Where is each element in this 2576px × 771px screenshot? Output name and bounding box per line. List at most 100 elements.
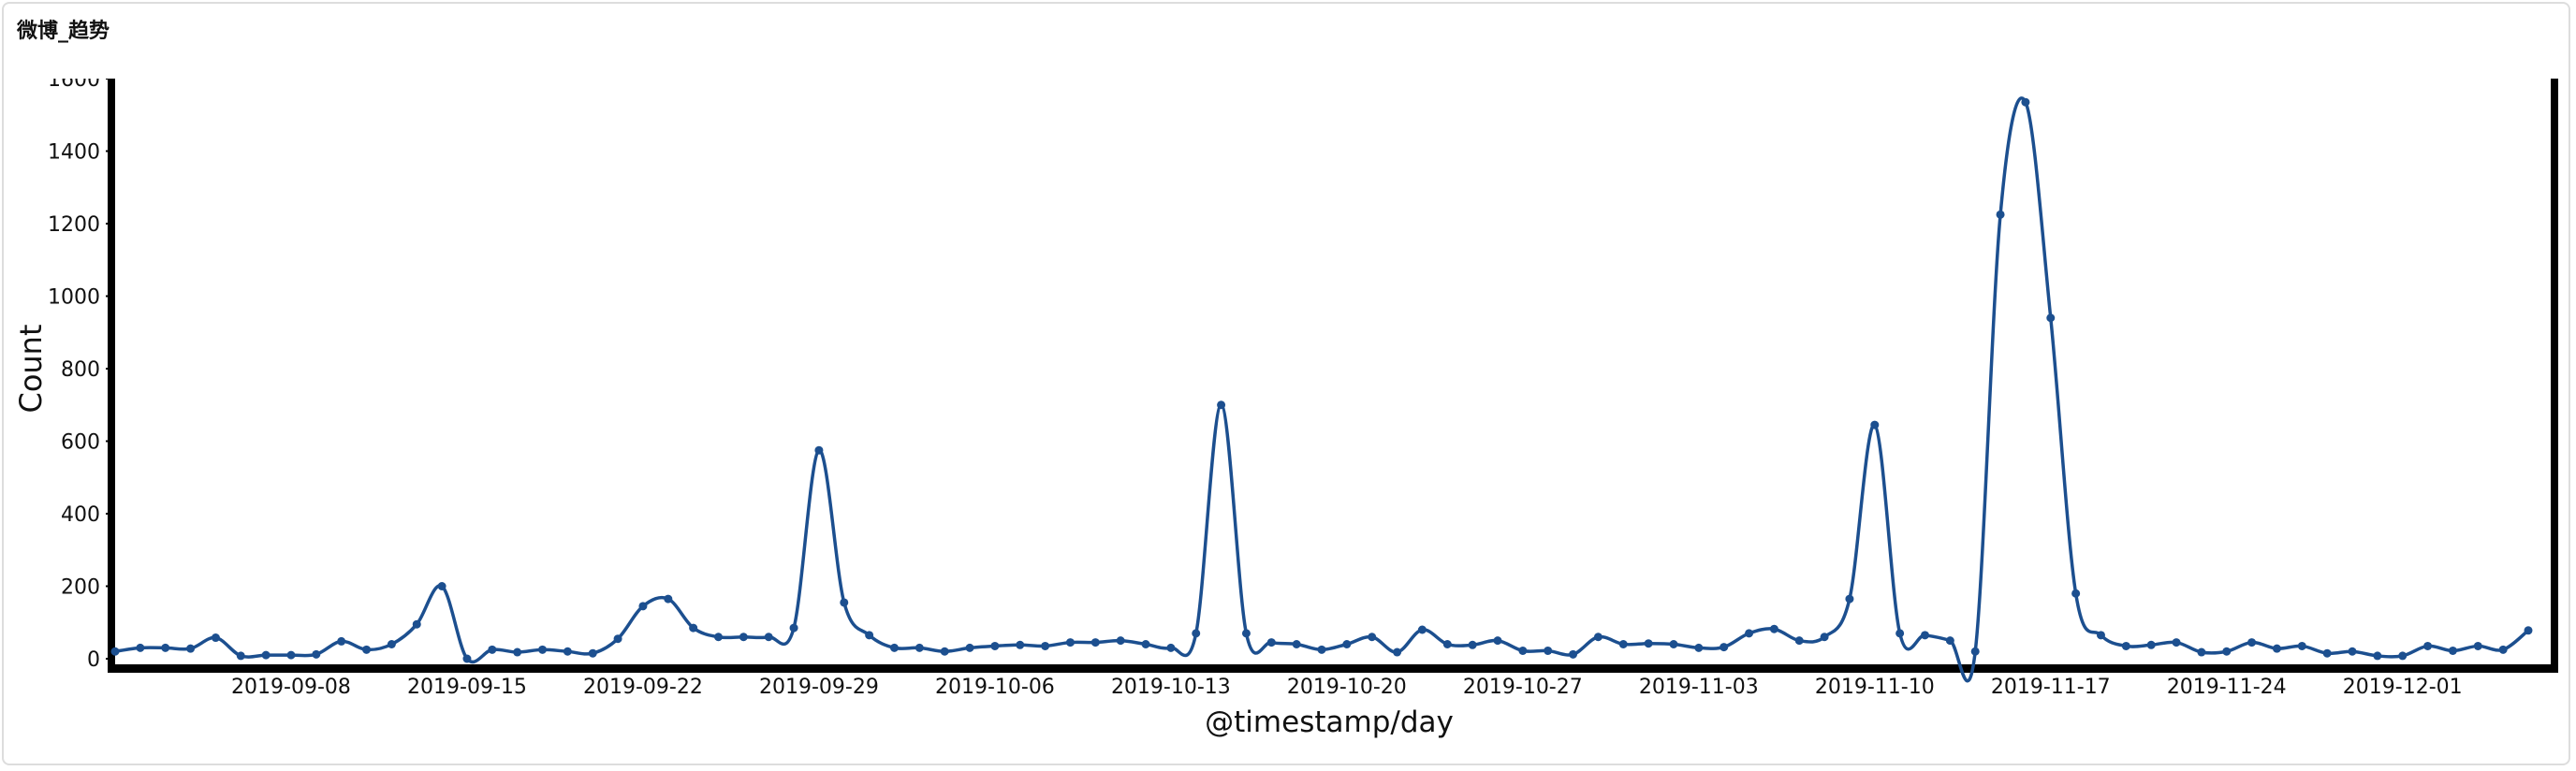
x-tick-label: 2019-09-29 bbox=[759, 676, 879, 699]
point bbox=[940, 647, 949, 656]
y-tick-label: 600 bbox=[61, 431, 100, 455]
point bbox=[2473, 641, 2482, 650]
y-axis-label: Count bbox=[13, 324, 49, 413]
point bbox=[538, 645, 548, 654]
axis-left bbox=[108, 79, 115, 668]
point bbox=[2197, 647, 2206, 657]
point bbox=[1065, 638, 1075, 647]
point bbox=[739, 633, 748, 642]
point bbox=[814, 445, 824, 455]
point bbox=[211, 633, 220, 643]
point bbox=[1116, 636, 1125, 646]
point bbox=[136, 643, 145, 652]
point bbox=[2146, 640, 2156, 649]
point bbox=[1820, 633, 1829, 642]
x-tick-label: 2019-10-13 bbox=[1111, 676, 1231, 699]
point bbox=[1870, 420, 1880, 429]
point bbox=[1544, 646, 1553, 655]
point bbox=[2046, 313, 2056, 323]
point bbox=[990, 641, 1000, 650]
point bbox=[764, 633, 773, 642]
x-tick-label: 2019-10-27 bbox=[1463, 676, 1583, 699]
point bbox=[1041, 641, 1050, 650]
chart-title: 微博_趋势 bbox=[16, 19, 110, 43]
point bbox=[588, 648, 597, 658]
point bbox=[1016, 640, 1025, 649]
y-tick-label: 0 bbox=[87, 648, 100, 672]
point bbox=[1694, 643, 1704, 652]
point bbox=[387, 640, 396, 648]
point bbox=[2348, 647, 2357, 656]
point bbox=[1417, 625, 1427, 634]
point bbox=[889, 643, 899, 652]
point bbox=[1342, 640, 1352, 648]
point bbox=[1518, 646, 1528, 655]
y-tick-label: 1600 bbox=[48, 68, 100, 92]
point bbox=[840, 598, 849, 607]
point bbox=[1970, 647, 1980, 656]
point bbox=[1895, 629, 1905, 638]
point bbox=[1644, 639, 1653, 648]
point bbox=[1468, 640, 1477, 649]
x-tick-label: 2019-10-06 bbox=[935, 676, 1055, 699]
x-tick-label: 2019-09-15 bbox=[407, 676, 527, 699]
point bbox=[337, 636, 346, 646]
point bbox=[664, 594, 673, 604]
point bbox=[236, 651, 245, 661]
point bbox=[714, 633, 723, 642]
point bbox=[1618, 640, 1628, 648]
point bbox=[2172, 638, 2181, 647]
point bbox=[1266, 638, 1276, 647]
point bbox=[2398, 651, 2408, 661]
y-tick-label: 400 bbox=[61, 503, 100, 527]
point bbox=[2071, 589, 2081, 598]
point bbox=[312, 649, 321, 659]
point bbox=[2498, 645, 2508, 654]
point bbox=[513, 647, 522, 657]
point bbox=[789, 623, 798, 633]
y-tick-label: 1000 bbox=[48, 286, 100, 310]
axis-right bbox=[2551, 79, 2558, 668]
x-axis-label: @timestamp/day bbox=[1205, 706, 1454, 739]
point bbox=[1794, 636, 1804, 646]
point bbox=[1317, 645, 1326, 654]
x-tick-label: 2019-09-22 bbox=[583, 676, 703, 699]
point bbox=[563, 647, 572, 656]
point bbox=[2297, 641, 2306, 650]
point bbox=[2247, 638, 2257, 647]
point bbox=[965, 643, 974, 652]
y-tick-label: 200 bbox=[61, 576, 100, 600]
point bbox=[1217, 400, 1226, 410]
point bbox=[261, 650, 271, 660]
point bbox=[1241, 629, 1251, 638]
point bbox=[1192, 629, 1201, 638]
x-tick-label: 2019-12-01 bbox=[2343, 676, 2463, 699]
point bbox=[1493, 636, 1502, 646]
x-tick-label: 2019-11-24 bbox=[2167, 676, 2287, 699]
point bbox=[161, 643, 170, 652]
point bbox=[362, 645, 372, 654]
point bbox=[186, 644, 196, 653]
point bbox=[1292, 640, 1301, 648]
point bbox=[1141, 640, 1150, 648]
point bbox=[1368, 633, 1377, 642]
point bbox=[1593, 633, 1603, 642]
point bbox=[613, 634, 622, 644]
point bbox=[1569, 649, 1578, 659]
point bbox=[1769, 624, 1778, 633]
point bbox=[437, 582, 446, 590]
point bbox=[1996, 210, 2005, 219]
point bbox=[2524, 626, 2533, 635]
point bbox=[1393, 647, 1402, 657]
line bbox=[114, 96, 2530, 683]
point bbox=[488, 645, 497, 654]
point bbox=[2448, 646, 2457, 655]
point bbox=[1845, 594, 1854, 604]
point bbox=[865, 631, 874, 640]
point bbox=[2423, 641, 2433, 650]
x-tick-label: 2019-09-08 bbox=[231, 676, 351, 699]
point bbox=[1669, 640, 1678, 648]
